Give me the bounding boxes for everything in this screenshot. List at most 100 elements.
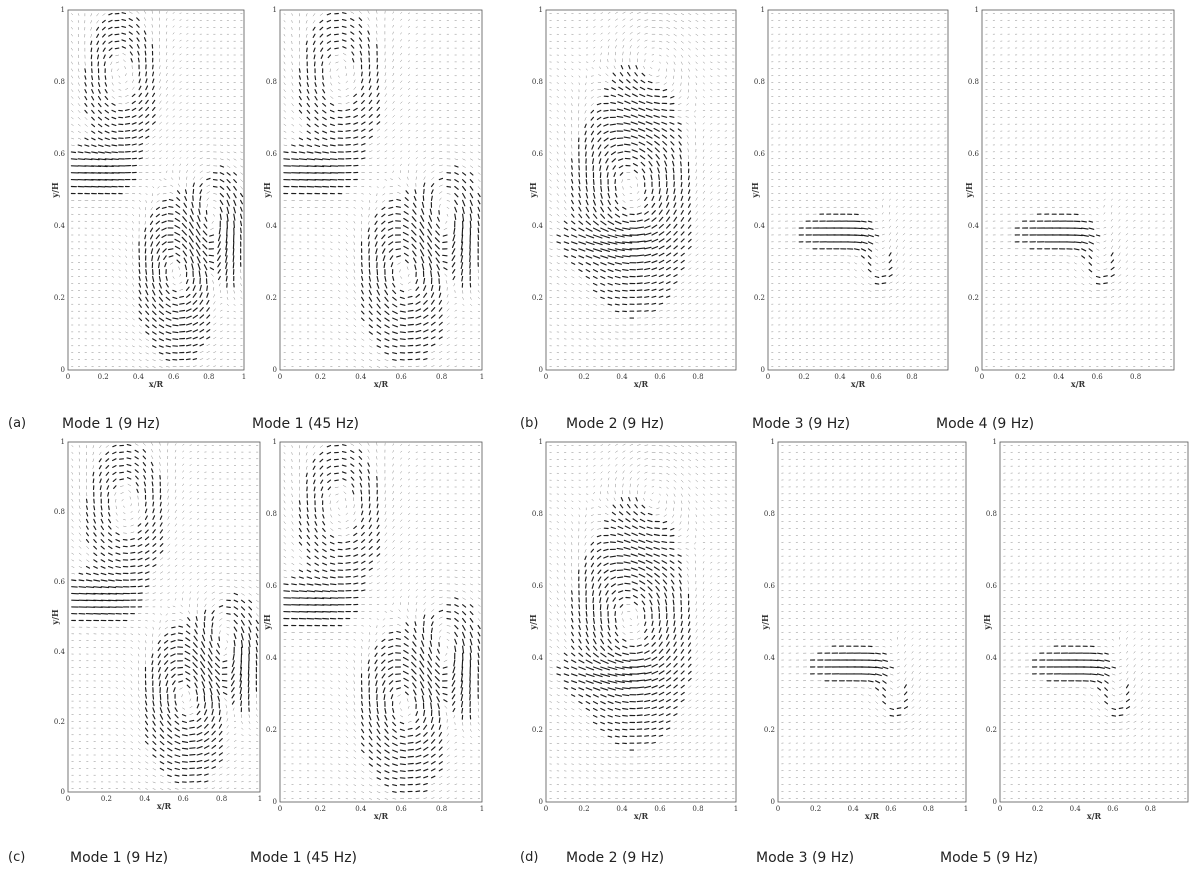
vector-arrow [116,68,120,71]
vector-arrow [610,144,616,148]
vector-arrow [395,213,401,215]
vector-arrow [159,72,161,77]
vector-arrow [150,248,154,254]
vector-arrow [651,288,657,291]
vector-arrow [384,150,388,153]
vector-arrow [322,116,327,121]
vector-arrow [330,303,333,306]
vector-arrow [477,165,481,168]
vector-arrow [165,38,168,42]
vector-arrow [71,123,74,126]
vector-arrow [220,316,223,319]
vector-arrow [875,241,879,244]
vector-arrow [688,260,692,263]
vector-arrow [155,206,160,210]
vector-arrow [431,365,435,367]
vector-arrow [159,179,162,181]
vector-arrow [338,303,341,306]
vector-arrow [291,82,294,86]
vector-arrow [179,19,182,21]
vector-arrow [454,330,458,333]
vector-arrow [687,175,690,181]
vector-arrow [132,338,135,341]
vector-arrow [702,176,705,180]
vector-arrow [610,151,616,156]
vector-arrow [353,241,355,245]
vector-arrow [423,300,428,305]
vector-arrow [132,262,134,266]
vector-arrow [172,66,175,70]
vector-arrow [670,141,675,146]
vector-arrow [717,240,720,243]
vector-arrow [670,147,675,153]
vector-arrow [592,206,597,213]
vector-arrow [341,19,347,21]
vector-arrow [881,198,884,201]
vector-arrow [206,184,211,187]
y-tick-label: 0.4 [532,222,544,230]
vector-arrow [358,24,363,28]
vector-arrow [607,25,611,28]
vector-arrow [121,32,127,35]
vector-arrow [376,352,381,355]
vector-arrow [564,179,566,183]
vector-arrow [444,273,448,277]
vector-arrow [172,18,175,21]
vector-arrow [376,303,381,309]
vector-arrow [376,121,381,125]
vector-arrow [345,262,348,266]
vector-arrow [118,220,121,223]
vector-arrow [97,95,102,101]
vector-arrow [91,123,96,128]
vector-arrow [651,295,657,298]
vector-arrow [330,255,333,257]
vector-arrow [206,171,211,173]
vector-arrow [132,352,135,354]
vector-arrow [206,307,210,312]
vector-arrow [653,101,660,105]
vector-arrow [477,186,481,190]
vector-arrow [445,280,448,284]
vector-arrow [179,26,182,28]
vector-arrow [454,358,458,360]
vector-arrow [860,227,869,230]
vector-arrow [600,199,604,206]
vector-arrow [680,20,685,23]
vector-arrow [438,292,442,298]
vector-arrow [430,195,433,201]
vector-arrow [651,188,654,195]
vector-arrow [659,61,661,64]
vector-arrow [454,199,458,205]
vector-arrow [322,75,324,80]
vector-arrow [168,206,174,208]
vector-arrow [361,269,363,274]
vector-arrow [192,143,196,146]
vector-arrow [460,255,464,263]
vector-arrow [136,44,140,49]
vector-arrow [338,213,341,215]
vector-arrow [176,259,181,264]
vector-arrow [702,135,705,139]
vector-arrow [384,136,388,139]
vector-arrow [673,231,678,236]
vector-arrow [156,193,160,196]
vector-arrow [680,27,684,30]
vector-arrow [564,262,568,265]
vector-arrow [659,324,663,326]
vector-arrow [695,260,699,263]
vector-arrow [695,68,698,72]
vector-arrow [549,255,553,257]
vector-arrow [298,75,301,80]
vector-arrow [108,26,113,30]
vector-arrow [469,248,471,256]
vector-arrow [549,130,552,133]
vector-arrow [407,116,411,118]
vector-arrow [96,33,100,38]
vector-arrow [585,248,594,252]
vector-arrow [392,296,397,301]
vector-arrow [614,282,621,286]
vector-arrow [710,20,713,22]
vector-arrow [172,45,175,49]
vector-arrow [361,338,365,341]
vector-arrow [138,143,144,146]
